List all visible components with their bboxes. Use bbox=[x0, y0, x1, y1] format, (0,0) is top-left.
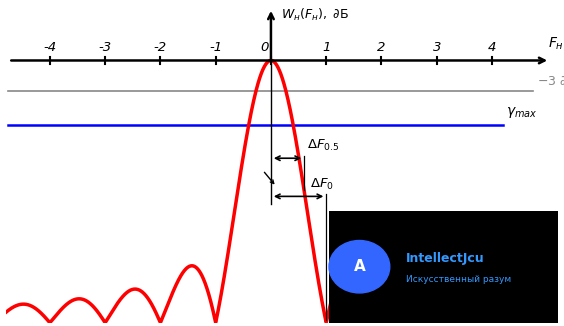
Text: 3: 3 bbox=[433, 41, 441, 54]
Text: IntellectJcu: IntellectJcu bbox=[406, 252, 485, 265]
Text: -3: -3 bbox=[99, 41, 112, 54]
Bar bbox=[329, 211, 558, 323]
Text: 2: 2 bbox=[377, 41, 386, 54]
Text: -1: -1 bbox=[209, 41, 222, 54]
Text: $W_н(F_н),\ \partial$Б: $W_н(F_н),\ \partial$Б bbox=[281, 7, 349, 23]
Text: $F_н$: $F_н$ bbox=[548, 36, 563, 52]
Text: A: A bbox=[354, 259, 365, 274]
Circle shape bbox=[329, 241, 390, 293]
Text: 4: 4 bbox=[488, 41, 496, 54]
Text: $-3\ \partial$Б: $-3\ \partial$Б bbox=[537, 75, 564, 88]
Text: -4: -4 bbox=[43, 41, 56, 54]
Text: -2: -2 bbox=[154, 41, 167, 54]
Text: $\gamma_{max}$: $\gamma_{max}$ bbox=[506, 105, 537, 120]
Text: 1: 1 bbox=[322, 41, 331, 54]
Text: $\Delta F_{0.5}$: $\Delta F_{0.5}$ bbox=[307, 138, 340, 154]
Text: $\Delta F_0$: $\Delta F_0$ bbox=[310, 176, 333, 192]
Text: Искусственный разум: Искусственный разум bbox=[406, 275, 512, 284]
Text: 0: 0 bbox=[260, 41, 268, 54]
